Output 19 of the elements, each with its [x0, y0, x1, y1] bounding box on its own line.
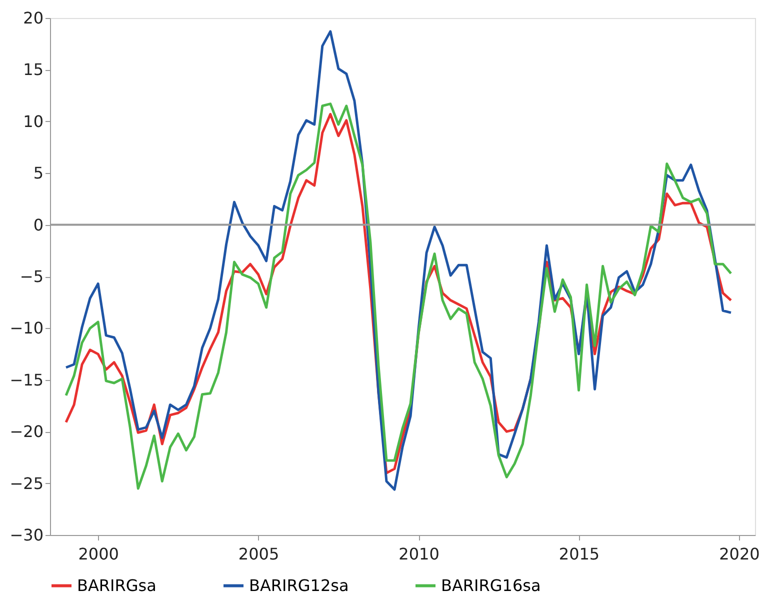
y-tick-label: −25 — [10, 474, 44, 493]
y-tick-label: −5 — [20, 267, 44, 286]
y-tick-label: −20 — [10, 422, 44, 442]
legend-label: BARIRGsa — [77, 576, 156, 595]
y-tick-label: −15 — [10, 370, 44, 390]
x-tick-label: 2020 — [719, 544, 760, 564]
x-tick-label: 2000 — [78, 544, 119, 564]
legend-label: BARIRG12sa — [249, 576, 349, 595]
x-tick-label: 2015 — [558, 544, 600, 564]
y-tick-label: 0 — [33, 215, 44, 234]
y-tick-label: 10 — [23, 112, 44, 131]
y-tick-label: 20 — [23, 8, 44, 28]
y-tick-label: −30 — [10, 526, 44, 544]
x-tick-label: 2005 — [238, 544, 280, 564]
y-tick-label: 5 — [33, 164, 44, 183]
y-tick-label: 15 — [23, 60, 44, 80]
y-tick-label: −10 — [10, 318, 44, 338]
legend-label: BARIRG16sa — [441, 576, 541, 595]
x-tick-label: 2010 — [398, 544, 440, 564]
